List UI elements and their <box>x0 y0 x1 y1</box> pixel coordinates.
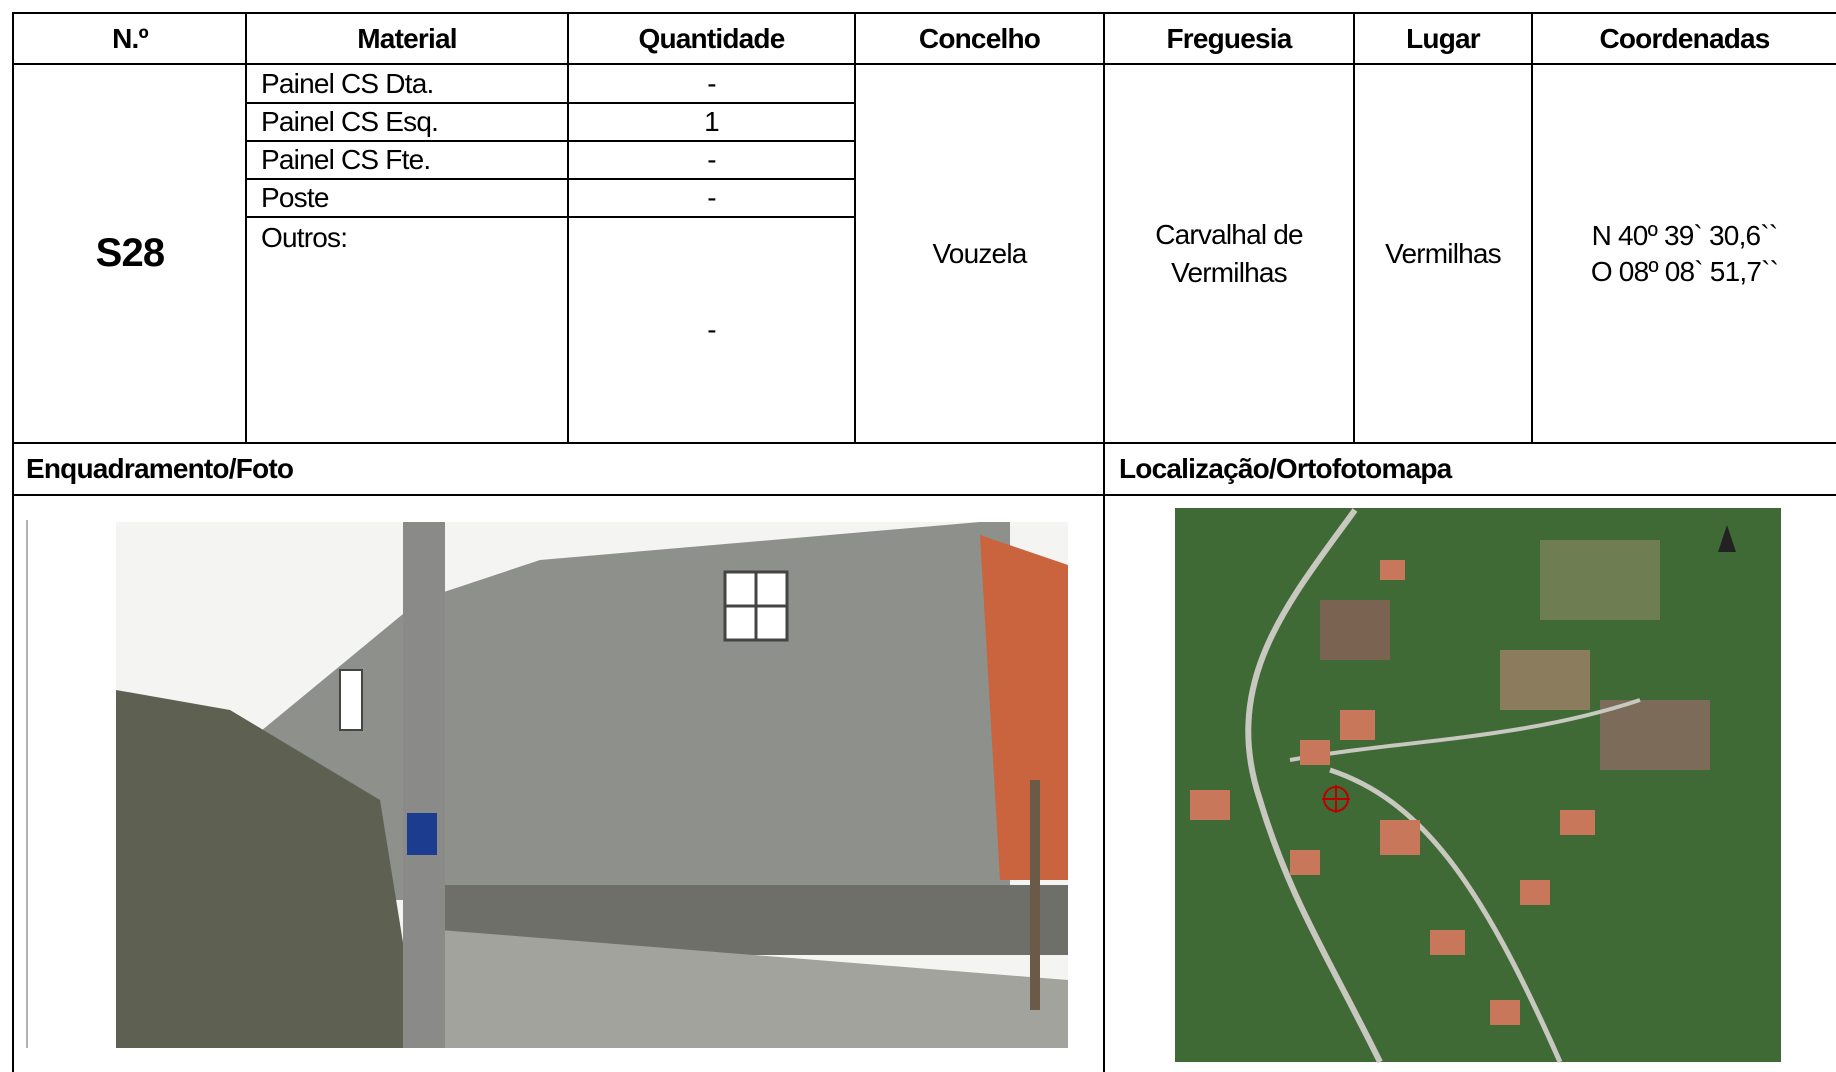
border <box>245 12 247 443</box>
concelho-cell: Vouzela <box>932 237 1027 269</box>
border <box>12 12 14 1072</box>
header-cell: Coordenadas <box>1599 22 1770 54</box>
orthophoto-map <box>1175 508 1781 1064</box>
border <box>1531 12 1533 443</box>
border <box>246 178 855 180</box>
header-cell: Material <box>357 22 457 54</box>
header-cell: Concelho <box>918 22 1041 54</box>
section-title: Localização/Ortofotomapa <box>1119 453 1452 484</box>
material-cell: Painel CS Esq. <box>261 106 439 137</box>
material-cell: Outros: <box>261 222 348 253</box>
header-cell: N.º <box>112 22 149 54</box>
border <box>246 102 855 104</box>
quantity-cell: - <box>707 182 716 213</box>
coordinates-cell: N 40º 39` 30,6`` O 08º 08` 51,7`` <box>1533 65 1836 442</box>
quantity-cell: - <box>707 314 716 345</box>
border <box>1103 12 1105 1072</box>
border <box>854 12 856 443</box>
section-title: Enquadramento/Foto <box>26 453 294 484</box>
border <box>567 12 569 443</box>
header-cell: Freguesia <box>1166 22 1292 54</box>
border <box>12 12 1836 14</box>
quantity-cell: - <box>707 144 716 175</box>
freguesia-cell: Carvalhal de Vermilhas <box>1155 218 1303 288</box>
number-cell: S28 <box>95 231 166 275</box>
border <box>12 63 1836 65</box>
border <box>12 442 1836 444</box>
quantity-cell: 1 <box>704 106 720 137</box>
header-cell: Lugar <box>1406 22 1481 54</box>
quantity-cell: - <box>707 67 716 99</box>
border <box>1353 12 1355 443</box>
header-cell: Quantidade <box>638 22 785 54</box>
lugar-cell: Vermilhas <box>1385 237 1502 269</box>
border <box>246 140 855 142</box>
border <box>246 216 855 218</box>
coordinate: O 08º 08` 51,7`` <box>1590 255 1779 287</box>
material-cell: Poste <box>261 182 329 213</box>
photo <box>116 522 1068 1048</box>
material-cell: Painel CS Dta. <box>261 67 434 99</box>
coordinate: N 40º 39` 30,6`` <box>1591 219 1779 251</box>
material-cell: Painel CS Fte. <box>261 144 431 175</box>
border <box>12 494 1836 496</box>
